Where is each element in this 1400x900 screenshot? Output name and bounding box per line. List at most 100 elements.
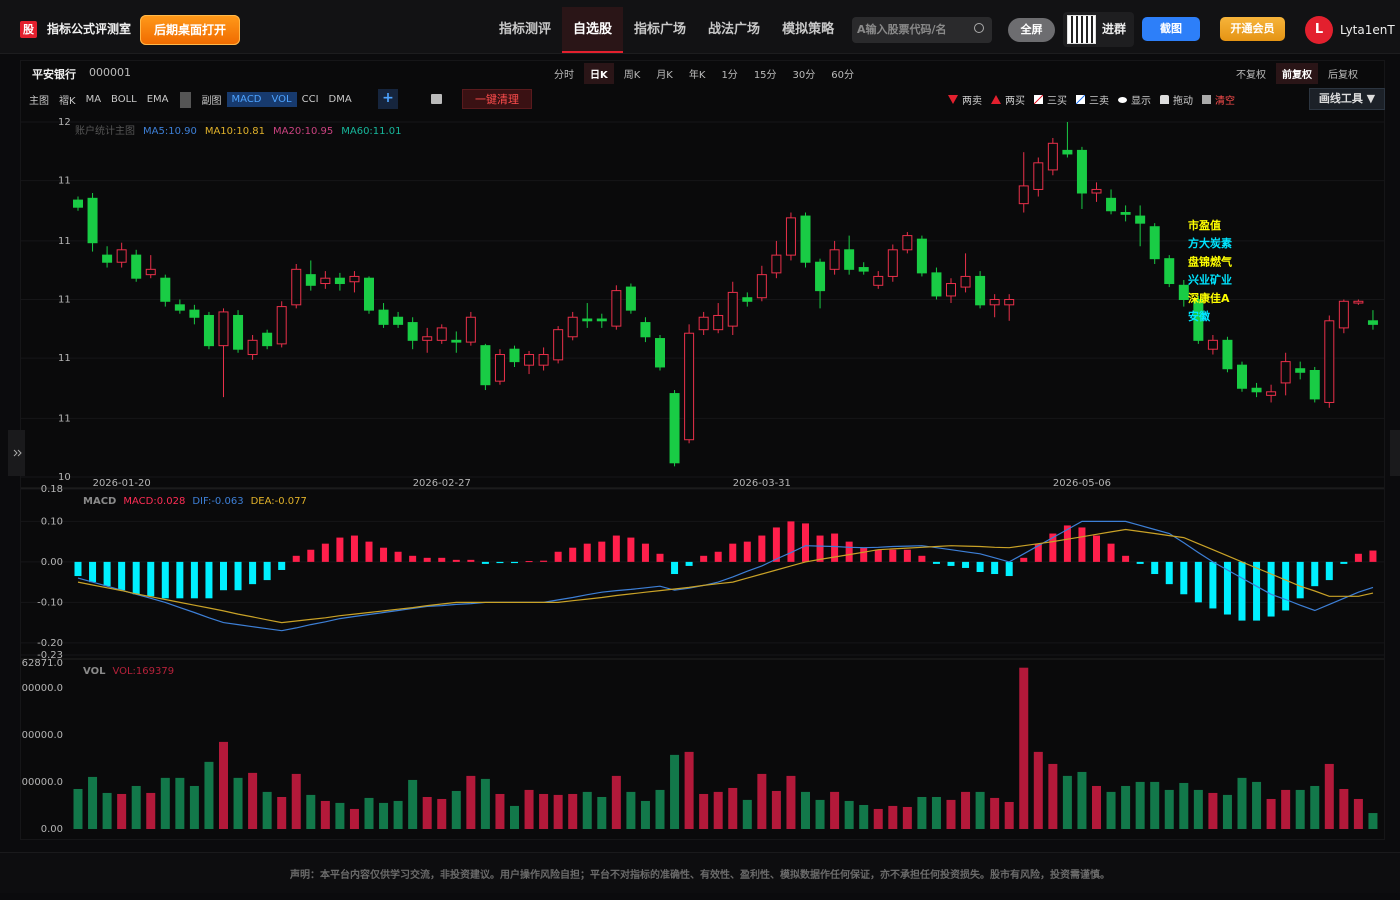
macd-bar bbox=[1165, 561, 1173, 585]
logo[interactable]: 股 bbox=[20, 21, 37, 38]
period-tab[interactable]: 周K bbox=[623, 70, 641, 81]
screenshot-button[interactable]: 截图 bbox=[1142, 17, 1200, 41]
macd-bar bbox=[1049, 533, 1057, 562]
save-icon[interactable] bbox=[431, 94, 442, 104]
signal-button[interactable]: 两卖 bbox=[948, 92, 982, 107]
signal-button[interactable]: 三买 bbox=[1034, 92, 1067, 107]
period-tab[interactable]: 30分 bbox=[792, 70, 816, 81]
sub-indicator[interactable]: 副图 bbox=[201, 96, 222, 107]
period-tab[interactable]: 分时 bbox=[554, 70, 574, 81]
period-tab[interactable]: 15分 bbox=[753, 70, 777, 81]
adjust-tab[interactable]: 后复权 bbox=[1328, 70, 1358, 81]
candle-body bbox=[131, 254, 142, 279]
right-handle[interactable] bbox=[1390, 430, 1400, 476]
macd-bar bbox=[569, 547, 577, 562]
signal-label: 两卖 bbox=[962, 96, 982, 107]
desktop-button[interactable]: 后期桌面打开 bbox=[140, 15, 240, 45]
period-tab[interactable]: 年K bbox=[688, 70, 706, 81]
volume-bar bbox=[757, 773, 767, 829]
sub-indicator[interactable]: VOL bbox=[266, 92, 297, 107]
main-indicator[interactable]: MA bbox=[85, 94, 102, 105]
main-indicator[interactable]: BOLL bbox=[111, 94, 137, 105]
main-indicator[interactable]: 褶K bbox=[59, 96, 76, 107]
nav-item[interactable]: 指标广场 bbox=[634, 22, 687, 37]
period-tab[interactable]: 日K bbox=[584, 63, 614, 84]
adjust-tab[interactable]: 前复权 bbox=[1276, 63, 1318, 84]
candle-body bbox=[655, 338, 665, 368]
chart-panel bbox=[20, 60, 1385, 840]
signal-button[interactable]: 清空 bbox=[1202, 92, 1235, 107]
candle-body bbox=[1251, 387, 1262, 393]
signal-button[interactable]: 三卖 bbox=[1076, 92, 1109, 107]
macd-bar bbox=[1194, 561, 1202, 603]
volume-bar bbox=[320, 800, 330, 829]
macd-line bbox=[77, 520, 1374, 632]
candle-body bbox=[596, 318, 607, 322]
main-indicator[interactable]: 主图 bbox=[29, 96, 49, 107]
candle-body bbox=[756, 274, 767, 299]
fullscreen-button[interactable]: 全屏 bbox=[1008, 18, 1055, 42]
sub-indicator[interactable]: MACD bbox=[226, 92, 267, 107]
period-tab[interactable]: 60分 bbox=[831, 70, 855, 81]
period-tab[interactable]: 1分 bbox=[721, 70, 738, 81]
candle-body bbox=[524, 354, 535, 366]
volume-bar bbox=[291, 773, 301, 829]
candle-body bbox=[1004, 299, 1015, 306]
volume-bar bbox=[582, 791, 592, 829]
signal-button[interactable]: 两买 bbox=[991, 92, 1025, 107]
candle-body bbox=[247, 339, 258, 356]
ma-label: MA60:11.01 bbox=[341, 126, 401, 137]
chart: 10 11 11 11 11 11 12 2026-01-20 2026-02-27 2026-0… bbox=[8, 117, 1400, 835]
main-indicator[interactable]: EMA bbox=[146, 94, 169, 105]
nav-item[interactable]: 战法广场 bbox=[708, 22, 761, 37]
adjust-tabs: 不复权 前复权 后复权 bbox=[1230, 63, 1368, 84]
volume-bar bbox=[364, 797, 374, 829]
macd-bar bbox=[118, 561, 126, 591]
legend: VOL VOL:169379 bbox=[83, 666, 174, 677]
left-handle[interactable] bbox=[8, 430, 25, 476]
candle-body bbox=[1367, 320, 1378, 325]
volume-axis: 0.00 500000.0 1000000.0 1500000.0 1762871.0 bbox=[21, 658, 63, 835]
sub-indicator[interactable]: CCI bbox=[301, 94, 319, 105]
adjust-tab[interactable]: 不复权 bbox=[1236, 70, 1266, 81]
macd-bar bbox=[918, 555, 926, 562]
avatar[interactable]: L bbox=[1305, 16, 1333, 44]
search-box[interactable]: A输入股票代码/名 bbox=[852, 17, 992, 43]
candle-body bbox=[203, 314, 214, 347]
sub-indicator[interactable]: DMA bbox=[328, 94, 352, 105]
nav-item[interactable]: 自选股 bbox=[562, 7, 624, 53]
macd-bar bbox=[962, 561, 970, 568]
add-indicator[interactable]: + bbox=[378, 89, 398, 109]
macd-bar bbox=[685, 561, 693, 566]
macd-bar bbox=[409, 555, 417, 562]
draw-tools[interactable]: 画线工具 ▼ bbox=[1309, 88, 1385, 110]
indicator-name: 账户统计主图 bbox=[75, 124, 135, 137]
nav-item[interactable]: 模拟策略 bbox=[782, 22, 835, 37]
volume-bar bbox=[1164, 789, 1174, 829]
volume-bar bbox=[859, 804, 869, 829]
legend-item: VOL:169379 bbox=[112, 666, 174, 677]
vip-button[interactable]: 开通会员 bbox=[1220, 17, 1285, 41]
signal-button[interactable]: 拖动 bbox=[1160, 92, 1193, 107]
candle-body bbox=[174, 304, 185, 311]
join-group[interactable]: 进群 bbox=[1063, 12, 1134, 47]
volume-bar bbox=[88, 776, 98, 829]
candle-body bbox=[1280, 361, 1291, 384]
macd-bar bbox=[234, 561, 242, 591]
period-tab[interactable]: 月K bbox=[656, 70, 673, 81]
candle-body bbox=[887, 249, 898, 277]
macd-bar bbox=[598, 541, 606, 562]
username[interactable]: Lyta1enT bbox=[1340, 23, 1395, 37]
signal-button[interactable]: 显示 bbox=[1118, 92, 1151, 107]
y-tick-label: 11 bbox=[58, 236, 71, 247]
clear-button[interactable]: 一键清理 bbox=[462, 89, 532, 109]
volume-bar bbox=[189, 785, 199, 829]
macd-bar bbox=[336, 537, 344, 562]
macd-bar bbox=[147, 561, 155, 597]
candle-body bbox=[349, 275, 360, 283]
nav-item[interactable]: 指标测评 bbox=[499, 22, 552, 37]
macd-bar bbox=[874, 549, 882, 562]
stock-tag: 市盈值 bbox=[1188, 218, 1221, 232]
candle-body bbox=[116, 249, 127, 263]
